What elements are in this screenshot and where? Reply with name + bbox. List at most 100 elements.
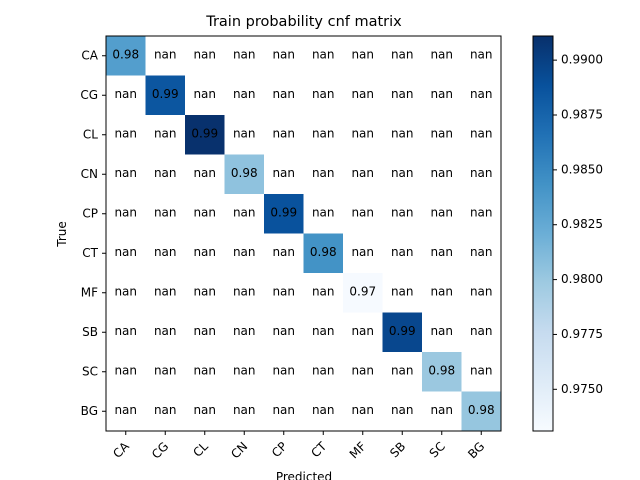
x-tick-label: CT: [308, 439, 329, 460]
cell-label: nan: [470, 47, 493, 61]
cell-label: nan: [154, 166, 177, 180]
cell-label: nan: [114, 324, 137, 338]
cell-label: 0.98: [112, 47, 139, 61]
colorbar-tick-label: 0.9850: [561, 162, 603, 176]
cell-label: nan: [114, 363, 137, 377]
cell-label: nan: [470, 324, 493, 338]
cell-label: nan: [114, 245, 137, 259]
x-tick-label: BG: [465, 439, 487, 461]
cell-label: nan: [193, 284, 216, 298]
colorbar-tick-label: 0.9900: [561, 53, 603, 67]
y-tick-label: SC: [82, 364, 98, 378]
cell-label: nan: [233, 363, 256, 377]
matrix-cell-sc-sc: [422, 352, 462, 392]
cell-label: nan: [312, 126, 335, 140]
cell-label: nan: [391, 403, 414, 417]
cell-label: nan: [430, 126, 453, 140]
cell-label: nan: [154, 47, 177, 61]
cell-label: nan: [272, 324, 295, 338]
cell-label: nan: [233, 284, 256, 298]
colorbar-ticks: 0.9750 0.9775 0.9800 0.9825 0.9850 0.9875 0.99…: [553, 53, 603, 396]
cell-label: nan: [114, 403, 137, 417]
matrix-cell-mf-mf: [343, 273, 383, 313]
cell-label: nan: [193, 324, 216, 338]
cell-label: 0.98: [428, 363, 455, 377]
cell-label: nan: [391, 47, 414, 61]
cell-label: nan: [391, 87, 414, 101]
cell-label: 0.99: [270, 205, 297, 219]
cell-label: nan: [193, 166, 216, 180]
y-tick-label: CL: [83, 127, 98, 141]
y-tick-label: CT: [82, 246, 98, 260]
cell-label: nan: [114, 126, 137, 140]
cell-label: nan: [351, 47, 374, 61]
cell-label: nan: [193, 403, 216, 417]
cell-label: nan: [430, 166, 453, 180]
cell-label: 0.98: [310, 245, 337, 259]
matrix-frame: [105, 35, 502, 432]
cell-label: nan: [193, 47, 216, 61]
cell-label: nan: [430, 284, 453, 298]
cell-label: nan: [233, 324, 256, 338]
chart-title: Train probability cnf matrix: [205, 14, 402, 30]
cell-label: nan: [470, 284, 493, 298]
cell-label: nan: [272, 126, 295, 140]
x-tick-label: CG: [149, 439, 171, 461]
matrix-cell-cn-cn: [224, 154, 264, 194]
cell-label: nan: [114, 284, 137, 298]
cell-label: 0.99: [191, 126, 218, 140]
cell-label: nan: [233, 245, 256, 259]
colorbar-tick-label: 0.9775: [561, 327, 603, 341]
x-tick-label: SC: [427, 439, 448, 460]
y-tick-label: CA: [81, 48, 98, 62]
cell-label: nan: [430, 324, 453, 338]
cell-label: nan: [272, 166, 295, 180]
cell-label: nan: [351, 363, 374, 377]
cell-label: nan: [154, 245, 177, 259]
matrix-cell-labels: 0.98 nan nan nan nan nan nan nan nan nan nan 0.99 na…: [112, 47, 494, 417]
cell-label: nan: [391, 284, 414, 298]
cell-label: nan: [351, 245, 374, 259]
colorbar-tick-label: 0.9750: [561, 382, 603, 396]
y-tick-label: CG: [80, 88, 98, 102]
y-tick-label: BG: [81, 404, 98, 418]
matrix-cell-cg-cg: [145, 75, 185, 115]
cell-label: nan: [312, 284, 335, 298]
matrix-cell-bg-bg: [461, 391, 501, 431]
matrix-cell-ct-ct: [303, 233, 343, 273]
cell-label: nan: [233, 87, 256, 101]
cell-label: nan: [272, 363, 295, 377]
cell-label: nan: [272, 284, 295, 298]
matrix-cell-sb-sb: [382, 312, 422, 352]
cell-label: nan: [391, 205, 414, 219]
cell-label: nan: [272, 47, 295, 61]
x-tick-label: CA: [110, 439, 132, 461]
cell-label: nan: [154, 205, 177, 219]
x-axis-ticks: CA CG CL CN CP CT MF SB SC BG: [110, 431, 487, 462]
x-tick-label: SB: [387, 439, 408, 460]
y-axis-label: True: [55, 221, 69, 248]
cell-label: nan: [154, 363, 177, 377]
cell-label: nan: [391, 126, 414, 140]
matrix-cell-cl-cl: [185, 115, 225, 155]
matrix-cell-ca-ca: [106, 36, 146, 76]
cell-label: nan: [312, 403, 335, 417]
cell-label: nan: [351, 205, 374, 219]
cell-label: nan: [272, 87, 295, 101]
cell-label: nan: [193, 363, 216, 377]
cell-label: nan: [312, 166, 335, 180]
cell-label: nan: [470, 87, 493, 101]
cell-label: nan: [351, 166, 374, 180]
cell-label: nan: [470, 166, 493, 180]
cell-label: nan: [470, 245, 493, 259]
cell-label: nan: [430, 245, 453, 259]
cell-label: nan: [470, 126, 493, 140]
y-axis-ticks: CA CG CL CN CP CT MF SB SC BG: [80, 48, 106, 418]
cell-label: nan: [470, 363, 493, 377]
cell-label: nan: [233, 47, 256, 61]
x-tick-label: CL: [190, 439, 211, 460]
colorbar-tick-label: 0.9875: [561, 108, 603, 122]
cell-label: nan: [233, 403, 256, 417]
cell-label: nan: [351, 324, 374, 338]
